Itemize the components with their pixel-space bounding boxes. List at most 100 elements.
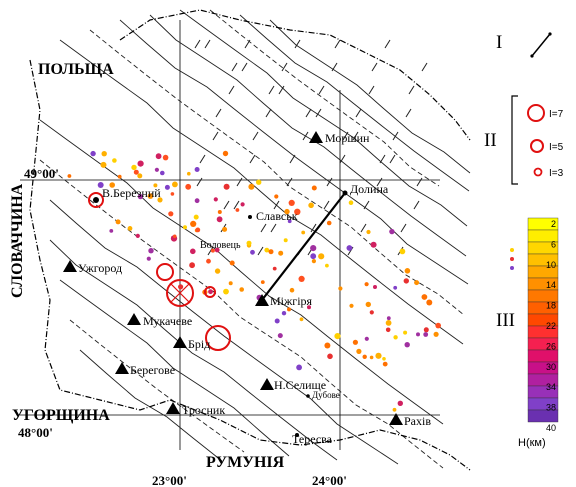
fault-hatch (339, 154, 346, 164)
epicenter-point (393, 285, 398, 290)
epicenter-point (90, 150, 96, 157)
fault-line (209, 9, 440, 187)
epicenter-point (299, 317, 304, 322)
label-lat-48: 48°00' (18, 425, 53, 440)
epicenter-point (362, 354, 367, 359)
fault-hatch (392, 131, 399, 141)
label-morshyn: Моршин (325, 131, 370, 145)
fault-hatch (199, 154, 206, 164)
epicenter-point (364, 282, 369, 287)
legend: I II I=7 I=5 I=3 III 2610141822263034384… (484, 32, 564, 449)
label-berehove: Берегове (130, 363, 175, 377)
fault-hatch (355, 108, 362, 118)
epicenter-point (325, 263, 329, 268)
epicenter-point (223, 183, 230, 190)
fault-hatch (368, 85, 375, 95)
fault-hatch (389, 154, 396, 164)
fault-hatch (281, 62, 288, 72)
epicenter-point (222, 150, 229, 157)
fault-hatch (400, 223, 407, 233)
depth-scale-swatch (527, 349, 559, 363)
epicenter-point (310, 253, 317, 260)
epicenter-point (168, 211, 174, 217)
epicenter-point (109, 182, 115, 188)
legend-section-I: I (496, 32, 502, 53)
fault-hatch (310, 223, 317, 233)
epicenter-point (210, 248, 215, 253)
fault-line (79, 349, 223, 462)
fault-hatch (384, 39, 391, 49)
epicenter-point (348, 200, 354, 205)
epicenter-point (208, 289, 213, 295)
fault-line (39, 159, 444, 469)
epicenter-point (365, 301, 371, 308)
depth-scale-label: 34 (546, 382, 556, 392)
epicenter-point (287, 307, 291, 312)
intensity-circle-small (204, 286, 216, 298)
fault-hatch (244, 39, 251, 49)
epicenter-point (373, 285, 377, 289)
fault-hatch (223, 200, 230, 210)
epicenter-point (127, 226, 133, 231)
epicenter-point (213, 197, 218, 202)
label-teresva: Тересва (292, 432, 333, 446)
epicenter-point (364, 336, 369, 341)
epicenter-point (423, 327, 429, 333)
fault-hatch (215, 108, 222, 118)
epicenter-point (117, 174, 122, 179)
epicenter-point (190, 248, 196, 255)
label-lon-24: 24°00' (312, 473, 347, 487)
epicenter-point (246, 240, 252, 246)
epicenter-point (131, 164, 137, 171)
epicenter-point (281, 311, 287, 316)
fault-hatch (228, 85, 235, 95)
label-poland: ПОЛЬЩА (38, 61, 114, 78)
country-labels: ПОЛЬЩА УГОРЩИНА РУМУНІЯ СЛОВАЧЧИНА (9, 61, 285, 471)
epicenter-point (301, 230, 306, 235)
fault-hatch (405, 108, 412, 118)
label-tyachiv: Тросник (182, 403, 225, 417)
epicenter-point (392, 407, 397, 412)
town-marker-mukacheve (127, 313, 141, 325)
fault-hatch (278, 85, 285, 95)
intensity-circles (88, 192, 231, 351)
epicenter-point (214, 268, 221, 274)
intensity-circle-bereznyi (88, 192, 104, 208)
epicenter-point (375, 352, 382, 359)
fault-line (269, 19, 471, 174)
epicenter-point (272, 266, 277, 271)
town-marker-dubove (306, 394, 310, 398)
fault-hatch (241, 62, 248, 72)
fault-hatch (286, 177, 293, 187)
label-slovakia: СЛОВАЧЧИНА (9, 183, 26, 298)
epicenter-point (115, 219, 121, 225)
fault-hatch (352, 131, 359, 141)
epicenter-point (399, 248, 406, 255)
epicenter-point (250, 249, 255, 255)
label-hungary: УГОРЩИНА (12, 407, 110, 424)
epicenter-point (308, 202, 314, 209)
epicenter-point (334, 333, 341, 340)
epicenter-point (288, 199, 295, 206)
epicenter-point (370, 241, 377, 248)
epicenter-point (318, 253, 325, 260)
fault-hatch (260, 223, 267, 233)
epicenter-point (101, 151, 107, 157)
fault-hatch (294, 39, 301, 49)
depth-scale-label: 30 (546, 362, 556, 372)
epicenter-point (137, 160, 144, 167)
epicenter-point (187, 171, 191, 176)
state-border (29, 9, 471, 471)
fault-hatch (289, 154, 296, 164)
label-rakhiv: Рахів (404, 414, 431, 428)
epicenter-point (183, 225, 187, 230)
epicenter-point (248, 183, 255, 190)
depth-scale-label: 22 (546, 321, 556, 331)
fault-hatch (233, 200, 240, 210)
fault-line (149, 14, 467, 257)
epicenter-point (153, 183, 158, 188)
town-marker-morshyn (309, 131, 323, 143)
epicenter-point (397, 400, 403, 406)
fault-hatch (268, 85, 275, 95)
epicenter-point (346, 245, 353, 251)
